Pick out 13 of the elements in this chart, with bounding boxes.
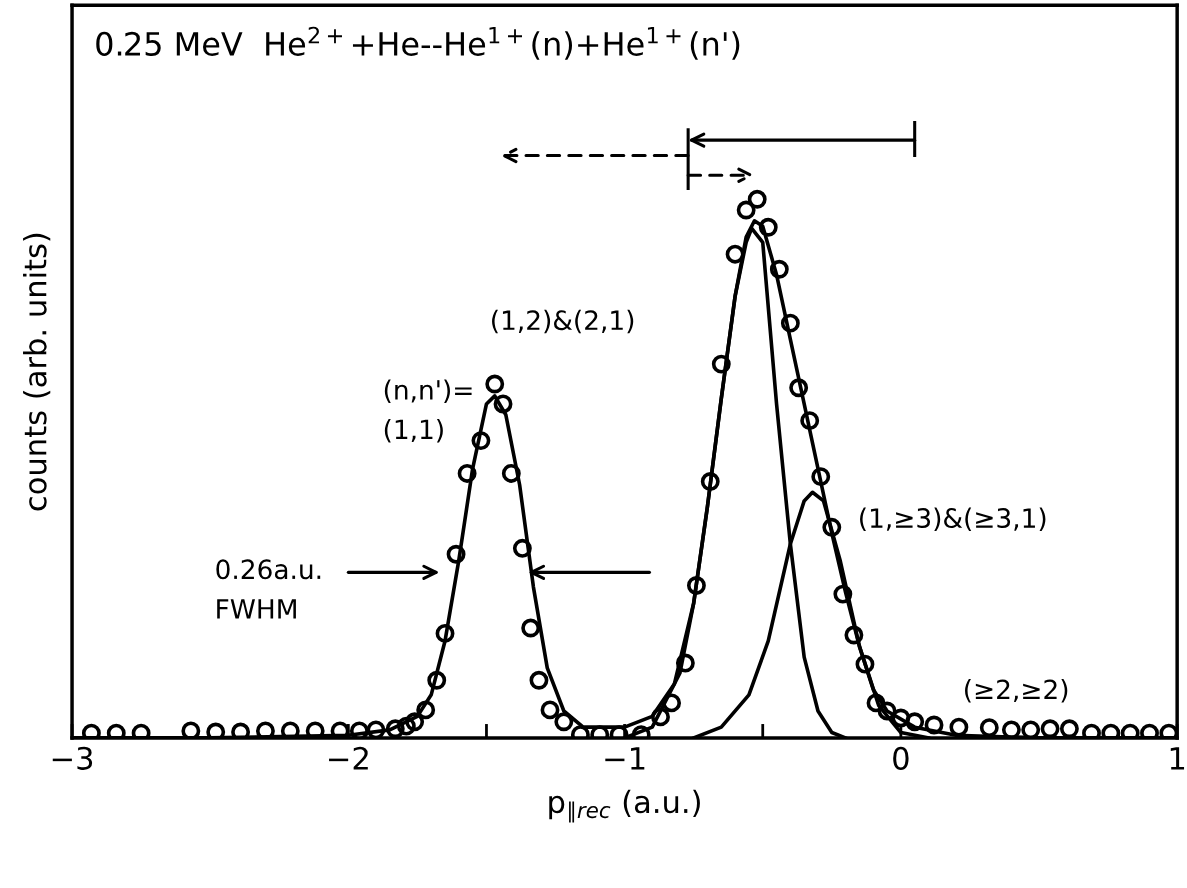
x-axis-title: p$_{∥rec}$ (a.u.)	[549, 789, 700, 823]
annotation: (n,n')= (1,1)	[384, 379, 472, 443]
y-axis-title: counts (arb. units)	[23, 233, 51, 511]
x-tick-label: −2	[329, 746, 368, 770]
x-tick-label: 1	[1170, 747, 1185, 770]
x-tick-label: −1	[605, 747, 645, 770]
annotation: (1,2)&(2,1)	[492, 309, 634, 334]
annotation: (1,≥3)&(≥3,1)	[860, 507, 1046, 532]
annotation: (≥2,≥2)	[965, 679, 1068, 703]
annotation: 0.26a.u. FWHM	[216, 559, 321, 619]
x-tick-label: −3	[52, 746, 93, 770]
chart-title: 0.25 MeV He$^{2+}$+He--He$^{1+}$(n)+He$^{1+}$(n')	[96, 26, 740, 60]
x-tick-label: 0	[893, 746, 909, 770]
